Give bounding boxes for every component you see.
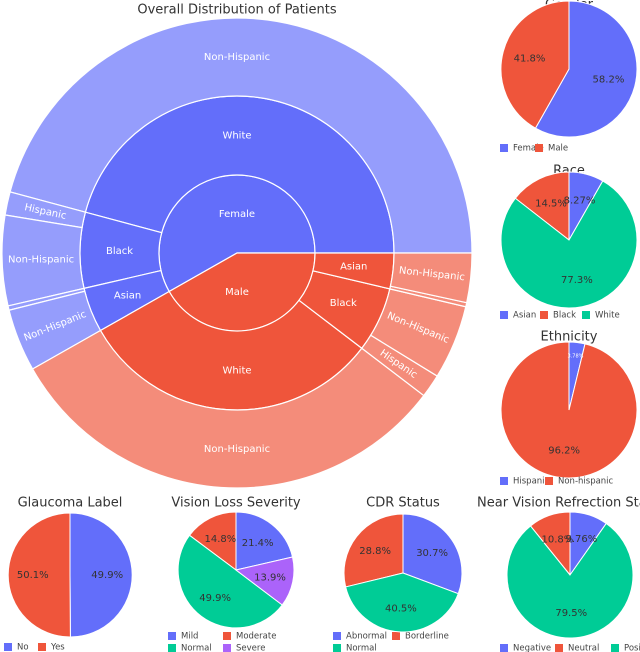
sector-label: Non-Hispanic [8,254,74,265]
slice-label: 21.4% [242,538,274,549]
sector-label: Black [106,246,133,257]
legend-swatch [4,643,12,651]
pie-slice [177,534,283,629]
legend-label: No [17,643,29,652]
slice-label: 41.8% [514,54,546,65]
legend-label: Negative [513,644,551,652]
pie-slice [7,512,71,638]
legend-label: Borderline [405,632,449,642]
legend-label: White [595,311,620,321]
slice-label: 77.3% [561,275,593,286]
sector-label: Female [219,209,255,220]
sector-label: Male [225,287,249,298]
slice-label: 3.78% [568,353,584,359]
pie-slice [188,511,237,571]
legend-swatch [545,477,553,485]
sector-label: Non-Hispanic [204,444,270,455]
pie-title: Near Vision Refrection Stage [477,496,640,511]
legend-label: Hispanic [513,477,550,487]
legend-swatch [333,632,341,640]
pie-title: Vision Loss Severity [171,496,301,511]
pie-slice [514,171,570,242]
slice-label: 10.8% [542,534,574,545]
slice-label: 13.9% [254,572,286,583]
slice-label: 50.1% [17,570,49,581]
sunburst-sector [31,329,425,489]
legend-label: Positive [624,644,640,652]
legend-label: Moderate [236,632,276,642]
legend-swatch [500,477,508,485]
sector-label: Asian [340,262,367,273]
sector-label: Black [330,298,357,309]
pie-slice [500,341,638,479]
slice-label: 14.8% [205,534,237,545]
sunburst-sector [389,252,473,304]
legend-swatch [500,644,508,652]
legend-label: Female [513,144,544,154]
legend-swatch [38,643,46,651]
pie-title: CDR Status [366,496,440,511]
pie-slice [69,512,133,638]
sunburst-sector [9,17,473,254]
legend-swatch [535,144,543,152]
legend-swatch [500,144,508,152]
slice-label: 9.76% [566,534,598,545]
sector-label: Asian [114,291,141,302]
legend-swatch [168,644,176,652]
sector-label: Non-Hispanic [204,52,270,63]
pie-slice [345,572,459,633]
legend-label: Yes [50,643,65,652]
slice-label: 40.5% [385,603,417,614]
pie-slice [500,0,570,129]
legend-label: Male [548,144,568,154]
legend-swatch [611,644,619,652]
legend-label: Abnormal [346,632,387,642]
legend-label: Non-hispanic [558,477,614,487]
pie-slice [402,513,463,595]
legend-swatch [555,644,563,652]
legend-label: Asian [513,311,536,321]
slice-label: 30.7% [416,548,448,559]
legend-swatch [223,644,231,652]
legend-swatch [540,311,548,319]
slice-label: 79.5% [555,608,587,619]
pie-slice [534,0,638,138]
chart-title: Overall Distribution of Patients [137,3,336,18]
legend-label: Severe [236,644,265,652]
slice-label: 58.2% [593,74,625,85]
legend-label: Black [553,311,576,321]
slice-label: 96.2% [548,446,580,457]
legend-label: Normal [181,644,212,652]
legend-label: Mild [181,632,198,642]
sector-label: White [222,366,251,377]
slice-label: 8.27% [564,196,596,207]
slice-label: 28.8% [359,546,391,557]
legend-label: Normal [346,644,377,652]
legend-swatch [582,311,590,319]
pie-slice [506,522,634,639]
legend-label: Neutral [568,644,599,652]
legend-swatch [223,632,231,640]
slice-label: 14.5% [535,198,567,209]
pie-slice [234,556,295,606]
slice-label: 49.9% [199,593,231,604]
pie-title: Glaucoma Label [18,496,123,511]
slice-label: 49.9% [91,570,123,581]
legend-swatch [392,632,400,640]
pie-slice [235,511,294,571]
pie-title: Ethnicity [541,330,598,345]
pie-slice [500,180,638,309]
legend-swatch [500,311,508,319]
legend-swatch [333,644,341,652]
sector-label: White [222,131,251,142]
legend-swatch [168,632,176,640]
pie-slice [343,513,404,588]
